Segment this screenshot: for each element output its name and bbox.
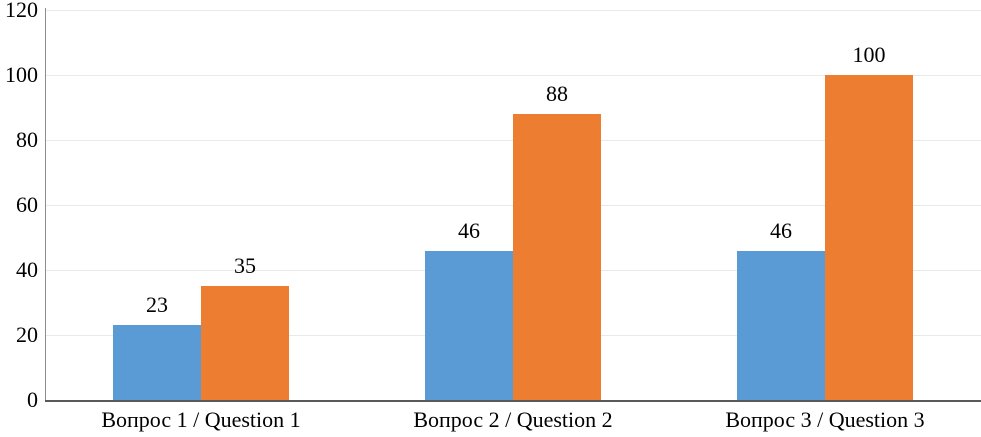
y-tick-label: 80 bbox=[16, 127, 38, 152]
x-category-label: Вопрос 3 / Question 3 bbox=[725, 407, 925, 432]
bar-value-label: 35 bbox=[234, 253, 256, 279]
bar-value-label: 100 bbox=[852, 42, 886, 67]
y-tick-label: 120 bbox=[5, 0, 38, 22]
y-tick-label: 60 bbox=[16, 192, 38, 217]
bar-series1 bbox=[113, 325, 201, 400]
bar-value-label: 46 bbox=[770, 217, 792, 243]
bar-series2 bbox=[201, 286, 289, 400]
bar-series2 bbox=[825, 75, 913, 400]
bar-value-label: 46 bbox=[458, 217, 480, 243]
gridline bbox=[45, 75, 981, 76]
x-category-label: Вопрос 1 / Question 1 bbox=[101, 407, 301, 432]
y-axis-line bbox=[45, 8, 46, 400]
bar-series2 bbox=[513, 114, 601, 400]
x-category-label: Вопрос 2 / Question 2 bbox=[413, 407, 613, 432]
x-axis-baseline bbox=[45, 400, 981, 402]
y-tick-label: 20 bbox=[16, 322, 38, 347]
bar-value-label: 88 bbox=[546, 81, 568, 106]
bar-series1 bbox=[737, 250, 825, 400]
y-tick-label: 40 bbox=[16, 257, 38, 282]
y-tick-label: 100 bbox=[5, 62, 38, 87]
gridline bbox=[45, 10, 981, 11]
bar-value-label: 23 bbox=[146, 292, 168, 318]
y-tick-label: 0 bbox=[27, 387, 38, 412]
bar-series1 bbox=[425, 250, 513, 400]
